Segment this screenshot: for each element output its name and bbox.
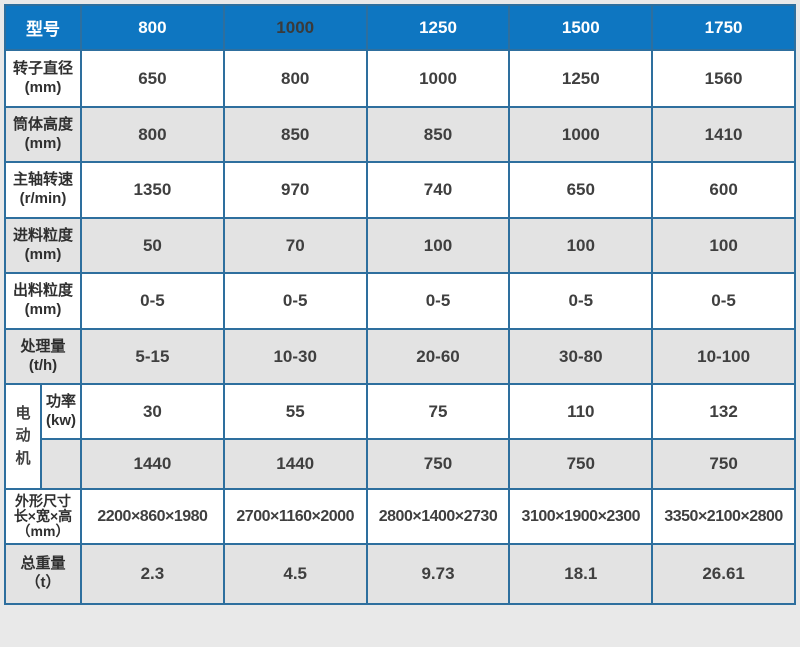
cell-value: 650	[80, 49, 225, 108]
row-label-body-height: 筒体高度 (mm)	[4, 106, 82, 163]
row-label-unit: （t）	[25, 574, 61, 591]
row-label-unit: (mm)	[24, 301, 62, 318]
cell-value: 110	[508, 383, 654, 440]
cell-value: 600	[651, 161, 796, 219]
cell-value: 100	[508, 217, 654, 274]
cell-value: 2.3	[80, 543, 225, 605]
cell-value: 1440	[80, 438, 225, 490]
row-label-text: 主轴转速	[12, 171, 73, 189]
row-label-spindle-speed: 主轴转速 (r/min)	[4, 161, 82, 219]
row-feed-size: 进料粒度 (mm) 50 70 100 100 100	[4, 217, 796, 274]
row-label-rotor-diameter: 转子直径 (mm)	[4, 49, 82, 108]
row-label-unit: (t/h)	[28, 356, 58, 374]
row-label-unit: (mm)	[24, 134, 62, 152]
row-label-capacity: 处理量 (t/h)	[4, 328, 82, 385]
spec-table: 型号 800 1000 1250 1500 1750 转子直径 (mm) 650…	[4, 4, 796, 605]
row-label-unit: （mm）	[16, 523, 70, 540]
row-dimensions: 外形尺寸 长×宽×高 （mm） 2200×860×1980 2700×1160×…	[4, 488, 796, 545]
row-label-motor-power: 功率 (kw)	[40, 383, 82, 440]
row-discharge-size: 出料粒度 (mm) 0-5 0-5 0-5 0-5 0-5	[4, 272, 796, 330]
header-model-1500: 1500	[508, 4, 654, 51]
row-motor-speed: 1440 1440 750 750 750	[5, 438, 796, 490]
cell-value: 50	[80, 217, 225, 274]
header-model-1250: 1250	[365, 4, 511, 51]
cell-value: 10-100	[651, 328, 796, 385]
row-label-text: 转子直径	[12, 59, 73, 77]
cell-value: 800	[80, 106, 225, 163]
cell-value: 20-60	[365, 328, 511, 385]
row-label-text: 处理量	[20, 337, 66, 355]
row-label-text: 功率	[45, 392, 76, 410]
row-label-discharge-size: 出料粒度 (mm)	[4, 272, 82, 330]
row-label-unit: (kw)	[46, 411, 76, 429]
cell-value: 850	[365, 106, 511, 163]
row-label-unit: (mm)	[24, 78, 62, 96]
cell-value: 30	[80, 383, 225, 440]
cell-value: 2800×1400×2730	[365, 488, 511, 545]
row-motor-power: 电动机 功率 (kw) 30 55 75 110 132	[4, 383, 796, 490]
header-model-label: 型号	[4, 4, 82, 51]
cell-value: 18.1	[508, 543, 654, 605]
row-label-text: 进料粒度	[12, 226, 73, 244]
cell-value: 970	[222, 161, 368, 219]
cell-value: 1440	[222, 438, 368, 490]
cell-value: 30-80	[508, 328, 654, 385]
cell-value: 1350	[80, 161, 225, 219]
cell-value: 3350×2100×2800	[651, 488, 796, 545]
row-label-text: 总重量	[20, 555, 66, 573]
cell-value: 1000	[365, 49, 511, 108]
cell-value: 100	[651, 217, 796, 274]
row-capacity: 处理量 (t/h) 5-15 10-30 20-60 30-80 10-100	[4, 328, 796, 385]
row-rotor-diameter: 转子直径 (mm) 650 800 1000 1250 1560	[4, 49, 796, 108]
row-label-text: 出料粒度	[12, 282, 73, 300]
cell-value: 10-30	[222, 328, 368, 385]
cell-value: 1560	[651, 49, 796, 108]
cell-value: 9.73	[365, 543, 511, 605]
cell-value: 750	[365, 438, 511, 490]
cell-value: 100	[365, 217, 511, 274]
cell-value: 0-5	[80, 272, 225, 330]
cell-value: 70	[222, 217, 368, 274]
cell-value: 750	[508, 438, 654, 490]
cell-value: 0-5	[222, 272, 368, 330]
cell-value: 0-5	[365, 272, 511, 330]
cell-value: 4.5	[222, 543, 368, 605]
row-label-unit: (mm)	[24, 245, 62, 263]
table-header-row: 型号 800 1000 1250 1500 1750	[4, 4, 796, 51]
cell-value: 0-5	[651, 272, 796, 330]
row-label-dimensions: 外形尺寸 长×宽×高 （mm）	[4, 488, 82, 545]
cell-value: 650	[508, 161, 654, 219]
cell-value: 0-5	[508, 272, 654, 330]
motor-group-label: 电动机	[4, 383, 42, 490]
motor-group-label-text: 电动机	[15, 404, 31, 467]
row-label-feed-size: 进料粒度 (mm)	[4, 217, 82, 274]
header-model-1000: 1000	[222, 4, 368, 51]
row-label-text: 外形尺寸	[15, 492, 71, 509]
cell-value: 3100×1900×2300	[508, 488, 654, 545]
cell-value: 1250	[508, 49, 654, 108]
cell-value: 850	[222, 106, 368, 163]
cell-value: 75	[365, 383, 511, 440]
cell-value: 132	[651, 383, 796, 440]
row-total-weight: 总重量 （t） 2.3 4.5 9.73 18.1 26.61	[4, 543, 796, 605]
cell-value: 2200×860×1980	[80, 488, 225, 545]
header-model-1750: 1750	[651, 4, 796, 51]
row-body-height: 筒体高度 (mm) 800 850 850 1000 1410	[4, 106, 796, 163]
cell-value: 55	[222, 383, 368, 440]
row-label-unit: (r/min)	[19, 190, 67, 207]
row-label-total-weight: 总重量 （t）	[4, 543, 82, 605]
row-label-text: 筒体高度	[12, 115, 73, 133]
row-label-text: 长×宽×高	[13, 507, 73, 524]
cell-value: 1000	[508, 106, 654, 163]
cell-value: 5-15	[80, 328, 225, 385]
cell-value: 26.61	[651, 543, 796, 605]
cell-value: 2700×1160×2000	[222, 488, 368, 545]
cell-value: 1410	[651, 106, 796, 163]
header-model-800: 800	[80, 4, 225, 51]
cell-value: 740	[365, 161, 511, 219]
row-spindle-speed: 主轴转速 (r/min) 1350 970 740 650 600	[4, 161, 796, 219]
cell-value: 800	[222, 49, 368, 108]
cell-value: 750	[651, 438, 796, 490]
row-label-motor-speed-empty	[40, 438, 82, 490]
